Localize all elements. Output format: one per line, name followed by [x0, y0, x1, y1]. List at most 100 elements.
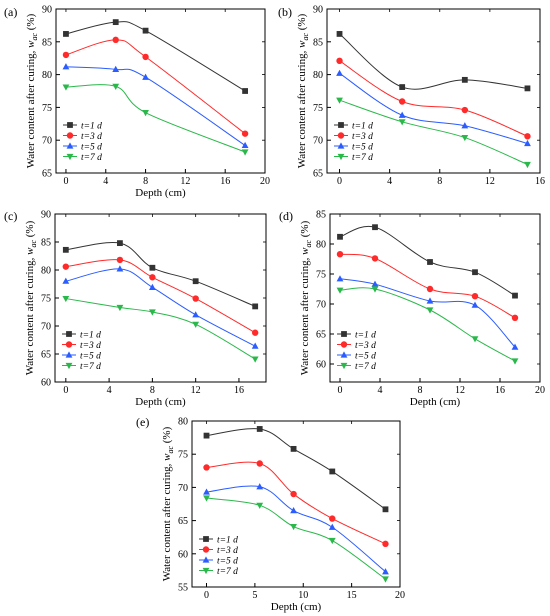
x-axis-label: Depth (cm): [271, 601, 322, 613]
legend-marker: [337, 153, 345, 161]
x-axis-label: Depth (cm): [410, 396, 461, 408]
data-point: [142, 73, 149, 80]
x-tick-label: 0: [204, 590, 209, 601]
chart-panel-1: 0 4 8 12 16 20 65 70 75 80 85 90 Depth (cm) Water con…: [4, 5, 270, 200]
data-point: [242, 88, 248, 94]
data-point: [203, 432, 210, 439]
y-axis-label: Water content after curing, wac (%): [161, 426, 175, 581]
y-tick-label: 65: [178, 516, 188, 527]
data-point: [62, 295, 70, 303]
data-point: [192, 311, 200, 318]
series-line-3: [339, 72, 528, 144]
data-point: [116, 304, 124, 312]
legend-marker: [340, 341, 348, 348]
data-point: [472, 269, 478, 276]
data-point: [461, 122, 469, 129]
y-tick-label: 60: [41, 378, 51, 389]
series-line-4: [65, 84, 246, 153]
data-point: [329, 515, 336, 522]
data-point: [511, 314, 519, 321]
legend-marker: [203, 536, 209, 542]
data-point: [203, 495, 210, 502]
legend-entry: t=3 d: [217, 546, 238, 556]
y-tick-label: 65: [313, 169, 323, 180]
data-point: [290, 523, 297, 531]
legend-entry: t=3 d: [80, 341, 101, 351]
data-point: [398, 98, 406, 105]
x-tick-label: 15: [347, 590, 357, 601]
data-point: [62, 263, 70, 270]
x-tick-label: 16: [220, 176, 230, 187]
y-axis-label: Water content after curing, wac (%): [296, 13, 310, 168]
y-axis-label: Water content after curing, wac (%): [299, 220, 313, 375]
plot-frame: [191, 420, 401, 588]
data-point: [511, 358, 519, 365]
data-point: [256, 426, 263, 432]
x-tick-label: 4: [378, 385, 383, 396]
y-tick-label: 70: [316, 300, 326, 311]
data-point: [142, 53, 149, 61]
data-point: [461, 134, 469, 142]
data-point: [142, 110, 149, 117]
y-tick-label: 75: [41, 294, 51, 305]
x-tick-label: 4: [387, 176, 392, 187]
legend-entry: t=7 d: [81, 153, 102, 163]
data-point: [290, 507, 297, 514]
plot-frame: [55, 8, 266, 174]
data-point: [461, 106, 469, 114]
y-tick-label: 70: [41, 322, 51, 333]
y-tick-label: 75: [42, 103, 52, 114]
data-point: [251, 329, 259, 336]
data-point: [62, 277, 70, 284]
data-point: [524, 161, 531, 169]
x-tick-label: 12: [455, 385, 465, 396]
x-tick-label: 12: [191, 385, 201, 396]
x-tick-label: 0: [63, 385, 68, 396]
legend-entry: t=5 d: [217, 556, 238, 566]
chart-panel-5: 0 5 10 15 20 55 60 65 70 75 80 Depth (cm) Water cont…: [136, 415, 405, 613]
series-line-3: [65, 66, 246, 146]
y-tick-label: 80: [41, 266, 51, 277]
y-tick-label: 55: [178, 583, 188, 594]
legend-marker: [202, 556, 210, 563]
data-point: [336, 69, 343, 76]
data-point: [251, 342, 259, 349]
data-point: [192, 295, 199, 302]
data-point: [336, 97, 343, 104]
plot-frame: [326, 8, 541, 174]
data-point: [524, 133, 531, 140]
y-tick-label: 60: [316, 360, 326, 371]
legend-entry: t=7 d: [80, 362, 101, 372]
y-tick-label: 65: [42, 169, 52, 180]
data-point: [371, 286, 379, 293]
y-tick-label: 90: [313, 5, 323, 16]
data-point: [426, 285, 434, 293]
data-point: [290, 490, 297, 498]
data-point: [382, 506, 389, 513]
data-point: [382, 576, 389, 583]
data-point: [112, 36, 119, 44]
y-axis-label: Water content after curing, wac (%): [24, 220, 38, 375]
data-point: [116, 265, 124, 272]
series-line-1: [65, 21, 246, 92]
legend-marker: [202, 567, 210, 575]
data-point: [471, 336, 479, 343]
legend-entry: t=5 d: [80, 351, 101, 361]
x-tick-label: 10: [298, 590, 308, 601]
data-point: [290, 445, 297, 452]
x-tick-label: 0: [338, 385, 343, 396]
legend-entry: t=5 d: [81, 142, 102, 152]
y-tick-label: 75: [316, 270, 326, 281]
legend-marker: [66, 142, 74, 149]
data-point: [329, 468, 336, 475]
data-point: [112, 83, 120, 91]
legend-entry: t=7 d: [355, 362, 376, 372]
legend-marker: [202, 546, 210, 553]
series-line-4: [339, 99, 528, 165]
panel-label: (c): [4, 209, 17, 223]
y-tick-label: 90: [42, 5, 52, 16]
data-point: [142, 27, 149, 34]
y-tick-label: 75: [313, 103, 323, 114]
y-tick-label: 80: [178, 417, 188, 428]
